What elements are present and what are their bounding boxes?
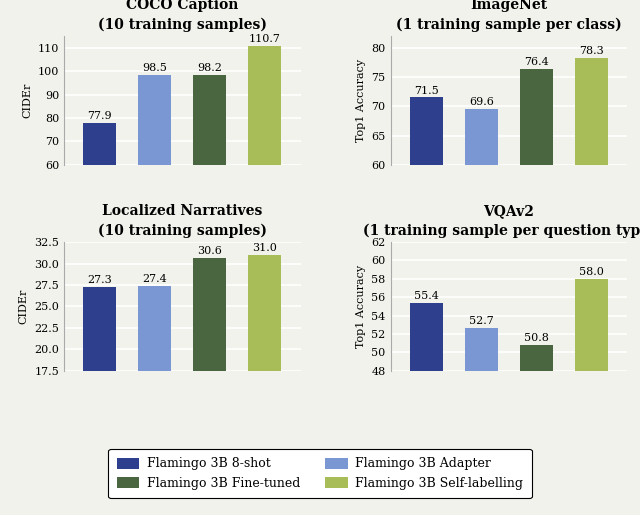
Text: 30.6: 30.6 — [197, 246, 222, 256]
Bar — [520, 69, 553, 515]
Bar — [248, 255, 282, 515]
Text: 27.3: 27.3 — [88, 274, 112, 285]
Bar — [83, 287, 116, 515]
Text: 52.7: 52.7 — [469, 316, 493, 325]
Bar — [83, 123, 116, 305]
Title: COCO Caption
(10 training samples): COCO Caption (10 training samples) — [98, 0, 267, 32]
Bar — [248, 46, 282, 305]
Text: 27.4: 27.4 — [143, 274, 167, 284]
Text: 98.2: 98.2 — [197, 63, 222, 74]
Bar — [193, 75, 227, 305]
Y-axis label: Top1 Accuracy: Top1 Accuracy — [356, 265, 366, 348]
Bar — [575, 58, 608, 515]
Text: 76.4: 76.4 — [524, 57, 548, 67]
Bar — [575, 279, 608, 515]
Text: 77.9: 77.9 — [88, 111, 112, 121]
Y-axis label: CIDEr: CIDEr — [22, 83, 32, 118]
Text: 98.5: 98.5 — [142, 63, 167, 73]
Text: 58.0: 58.0 — [579, 267, 604, 277]
Bar — [520, 345, 553, 515]
Bar — [410, 97, 443, 515]
Bar — [193, 259, 227, 515]
Text: 110.7: 110.7 — [249, 34, 281, 44]
Y-axis label: CIDEr: CIDEr — [19, 289, 29, 324]
Bar — [138, 75, 172, 305]
Bar — [465, 328, 498, 515]
Bar — [410, 303, 443, 515]
Y-axis label: Top1 Accuracy: Top1 Accuracy — [356, 59, 366, 142]
Text: 78.3: 78.3 — [579, 46, 604, 56]
Text: 50.8: 50.8 — [524, 333, 549, 343]
Bar — [465, 109, 498, 515]
Text: 71.5: 71.5 — [414, 85, 438, 96]
Legend: Flamingo 3B 8-shot, Flamingo 3B Fine-tuned, Flamingo 3B Adapter, Flamingo 3B Sel: Flamingo 3B 8-shot, Flamingo 3B Fine-tun… — [108, 449, 532, 499]
Text: 69.6: 69.6 — [469, 97, 494, 107]
Text: 31.0: 31.0 — [252, 243, 277, 253]
Bar — [138, 286, 172, 515]
Text: 55.4: 55.4 — [414, 291, 439, 301]
Title: ImageNet
(1 training sample per class): ImageNet (1 training sample per class) — [396, 0, 621, 32]
Title: Localized Narratives
(10 training samples): Localized Narratives (10 training sample… — [98, 204, 267, 238]
Title: VQAv2
(1 training sample per question type): VQAv2 (1 training sample per question ty… — [362, 204, 640, 238]
